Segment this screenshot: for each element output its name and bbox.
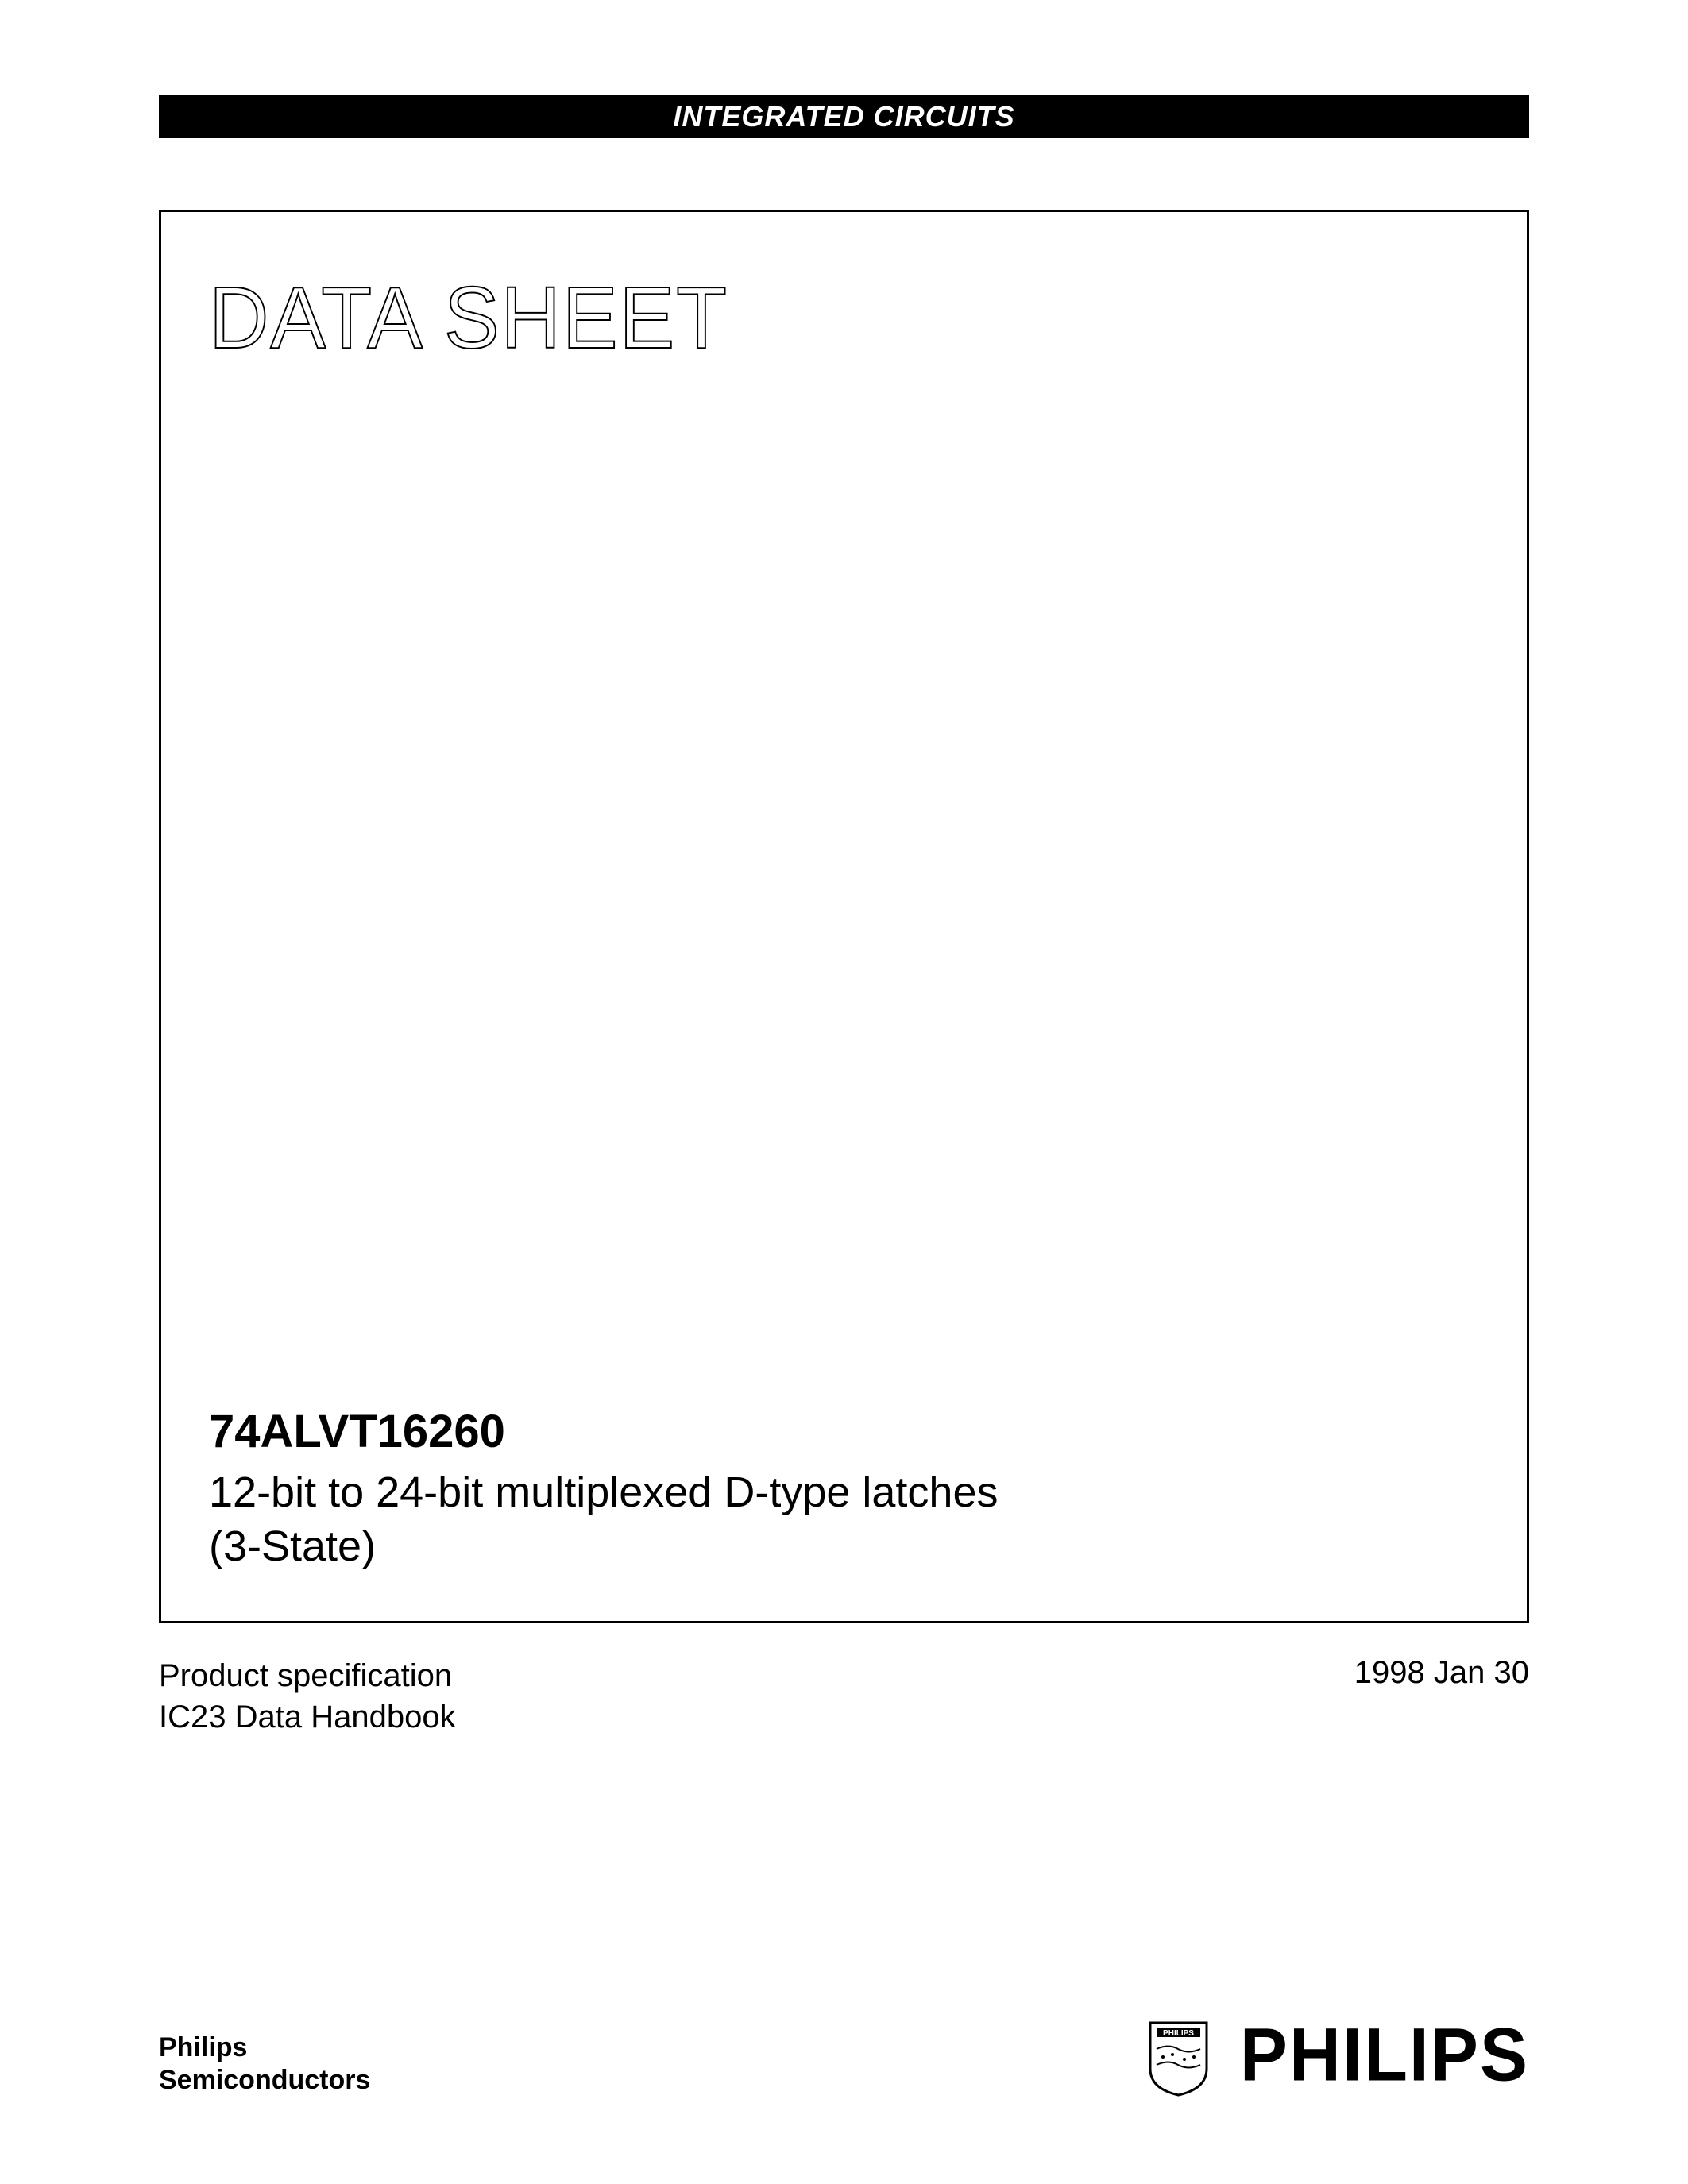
spec-info: Product specification IC23 Data Handbook (159, 1655, 456, 1738)
shield-label: PHILIPS (1163, 2029, 1194, 2038)
company-line-2: Semiconductors (159, 2064, 370, 2097)
product-description: 12-bit to 24-bit multiplexed D-type latc… (209, 1466, 1479, 1573)
meta-row: Product specification IC23 Data Handbook… (159, 1655, 1529, 1738)
brand-wordmark: PHILIPS (1240, 2012, 1529, 2098)
footer: Philips Semiconductors PHILIPS PHILIPS (159, 2015, 1529, 2097)
part-number: 74ALVT16260 (209, 1405, 1479, 1458)
spec-line-1: Product specification (159, 1655, 456, 1696)
header-banner: INTEGRATED CIRCUITS (159, 95, 1529, 138)
shield-icon: PHILIPS (1149, 2021, 1208, 2097)
company-line-1: Philips (159, 2032, 370, 2064)
description-line-2: (3-State) (209, 1522, 376, 1570)
header-banner-text: INTEGRATED CIRCUITS (673, 100, 1014, 133)
main-box: DATA SHEET 74ALVT16260 12-bit to 24-bit … (159, 210, 1529, 1623)
footer-brand-block: PHILIPS PHILIPS (1149, 2015, 1529, 2097)
product-block: 74ALVT16260 12-bit to 24-bit multiplexed… (209, 1405, 1479, 1573)
footer-company: Philips Semiconductors (159, 2032, 370, 2097)
spec-line-2: IC23 Data Handbook (159, 1696, 456, 1738)
date: 1998 Jan 30 (1354, 1655, 1529, 1738)
page: INTEGRATED CIRCUITS DATA SHEET 74ALVT162… (0, 0, 1688, 2184)
datasheet-title: DATA SHEET (209, 268, 1416, 369)
description-line-1: 12-bit to 24-bit multiplexed D-type latc… (209, 1468, 999, 1516)
